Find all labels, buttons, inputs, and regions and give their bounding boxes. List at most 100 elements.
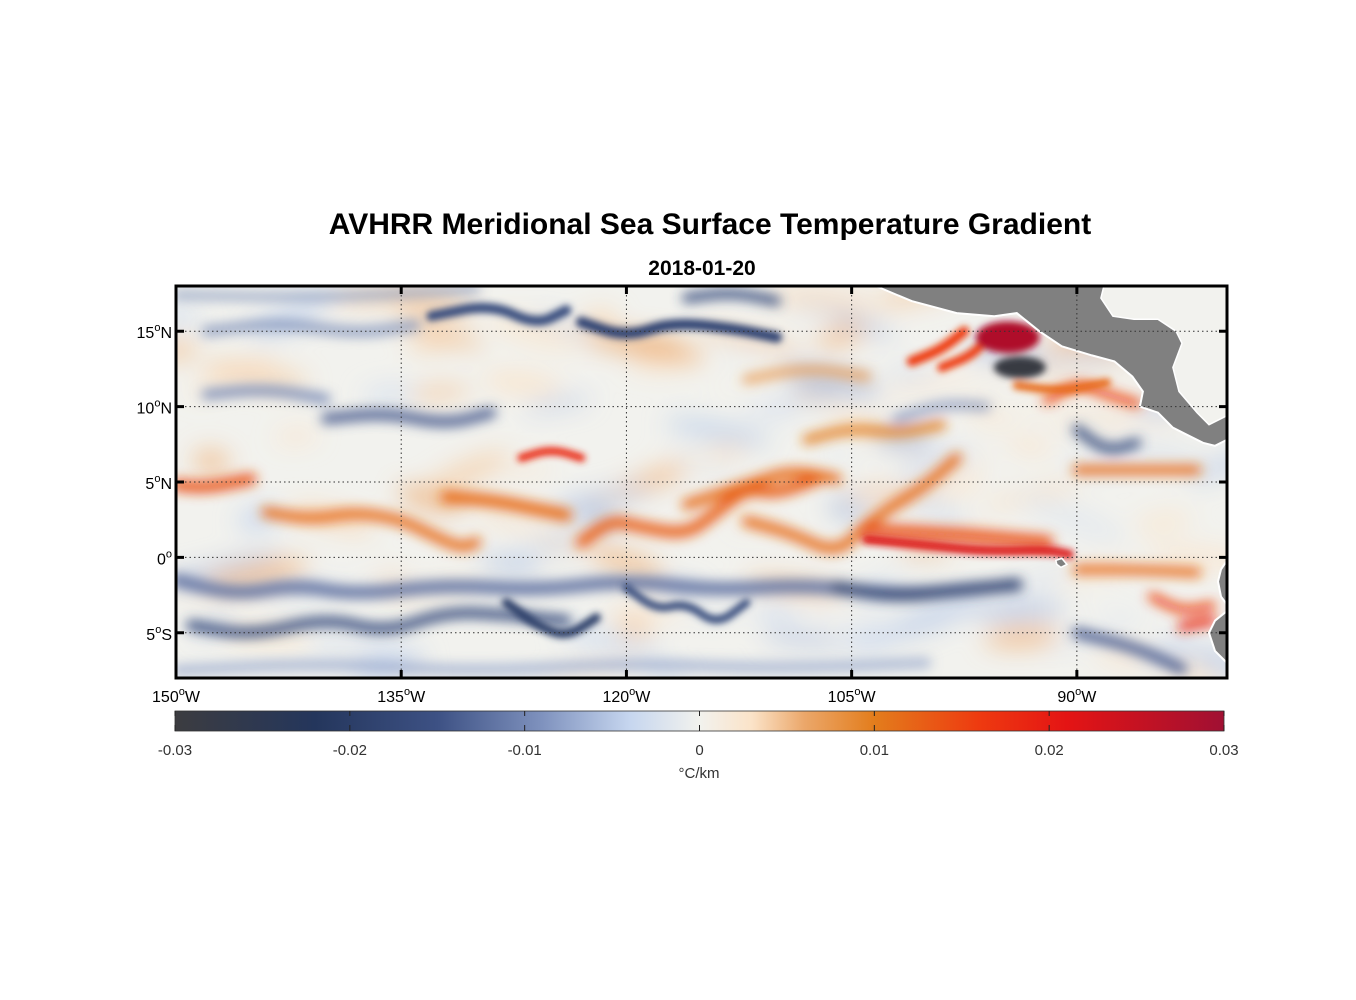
field-patch [397,486,466,513]
lat-tick-label: 5oN [145,473,172,493]
chart-subtitle: 2018-01-20 [648,257,755,280]
positive-eddy [906,326,970,367]
field-patch [764,287,877,312]
colorbar-tick-label: 0 [695,742,703,759]
field-patch [1046,614,1151,651]
field-patch [698,327,806,354]
field-patch [1135,512,1192,533]
field-patch [1081,593,1151,620]
field-patch [176,338,198,362]
positive-band [681,467,842,510]
chart-title: AVHRR Meridional Sea Surface Temperature… [329,208,1091,241]
field-patch [556,625,665,659]
negative-band [426,302,572,326]
field-patch [761,631,847,647]
negative-band [186,607,572,638]
lon-tick-label: 120oW [602,686,651,706]
field-patch [361,384,417,406]
field-patch [477,555,543,574]
field-patch [305,650,372,665]
field-patch [482,371,562,395]
colorbar-tick-label: 0.03 [1209,742,1238,759]
positive-band [176,473,257,493]
field-patch [1120,444,1204,466]
lon-tick-label: 150oW [152,686,201,706]
positive-band [517,447,586,462]
positive-band [575,471,828,548]
negative-band [830,578,1023,601]
equatorial-front [862,534,1074,559]
field-patch [743,404,797,419]
positive-band [742,365,872,384]
caribbean-sea [1100,286,1227,426]
negative-eddy [993,356,1046,379]
negative-band [176,574,993,599]
colorbar: -0.03 -0.02 -0.01 0 0.01 0.02 0.03 °C/km [158,710,1239,782]
negative-band [575,316,783,343]
field-patch [664,416,772,447]
field-patch [772,385,879,405]
negative-band [176,658,932,675]
field-patch [845,625,896,651]
field-patch [972,600,1067,622]
field-patch [549,487,652,510]
gradient-field [176,286,1227,678]
positive-band [1012,378,1111,394]
negative-band [681,289,782,306]
field-patch [545,546,583,563]
field-patch [880,593,985,642]
land-south-america [1207,558,1227,678]
positive-band [1177,616,1217,632]
map-area [176,286,1227,678]
field-patch [665,445,746,485]
field-patch [983,625,1060,649]
lon-tick-label: 135oW [377,686,426,706]
field-patch [1060,404,1163,427]
colorbar-tick-label: 0.02 [1035,742,1064,759]
field-patch [193,449,230,475]
negative-band [1072,424,1142,454]
negative-band [176,286,481,301]
positive-band [440,491,573,522]
field-patch [490,314,583,350]
negative-band [201,320,421,337]
positive-eddy [975,321,1040,354]
field-patch [615,614,653,640]
field-patch [719,350,772,364]
positive-band [261,507,482,552]
field-patch [883,555,943,578]
field-patch [424,451,510,495]
field-patch [1006,437,1053,455]
frame-ticks [174,286,1227,678]
land-central-america [875,286,1227,447]
latitude-labels: 15oN 10oN 5oN 0o 5oS [137,322,172,644]
field-patch [472,508,575,541]
field-patch [181,552,282,579]
negative-band [501,598,601,639]
field-patch [1188,448,1227,484]
field-patch [618,342,706,362]
colorbar-label: °C/km [679,765,720,782]
field-patch [274,428,318,444]
negative-band [892,400,991,423]
land-galapagos [1054,557,1069,569]
colorbar-ticks: -0.03 -0.02 -0.01 0 0.01 0.02 0.03 [158,711,1239,759]
field-patch [507,525,589,561]
field-patch [1019,494,1126,542]
field-patch [201,360,310,390]
colorbar-tick-label: -0.03 [158,742,192,759]
field-bands [176,286,1217,675]
positive-band [1072,564,1202,577]
field-patch [991,563,1078,604]
field-patch [819,443,858,468]
colorbar-tick-label: -0.02 [333,742,367,759]
field-fronts [426,302,1111,639]
lon-tick-label: 105oW [828,686,877,706]
negative-band [321,407,497,427]
field-patch [815,323,866,349]
negative-band [1071,627,1187,674]
lat-tick-label: 15oN [137,322,172,342]
lat-tick-label: 0o [157,548,172,568]
positive-band [859,523,1054,550]
